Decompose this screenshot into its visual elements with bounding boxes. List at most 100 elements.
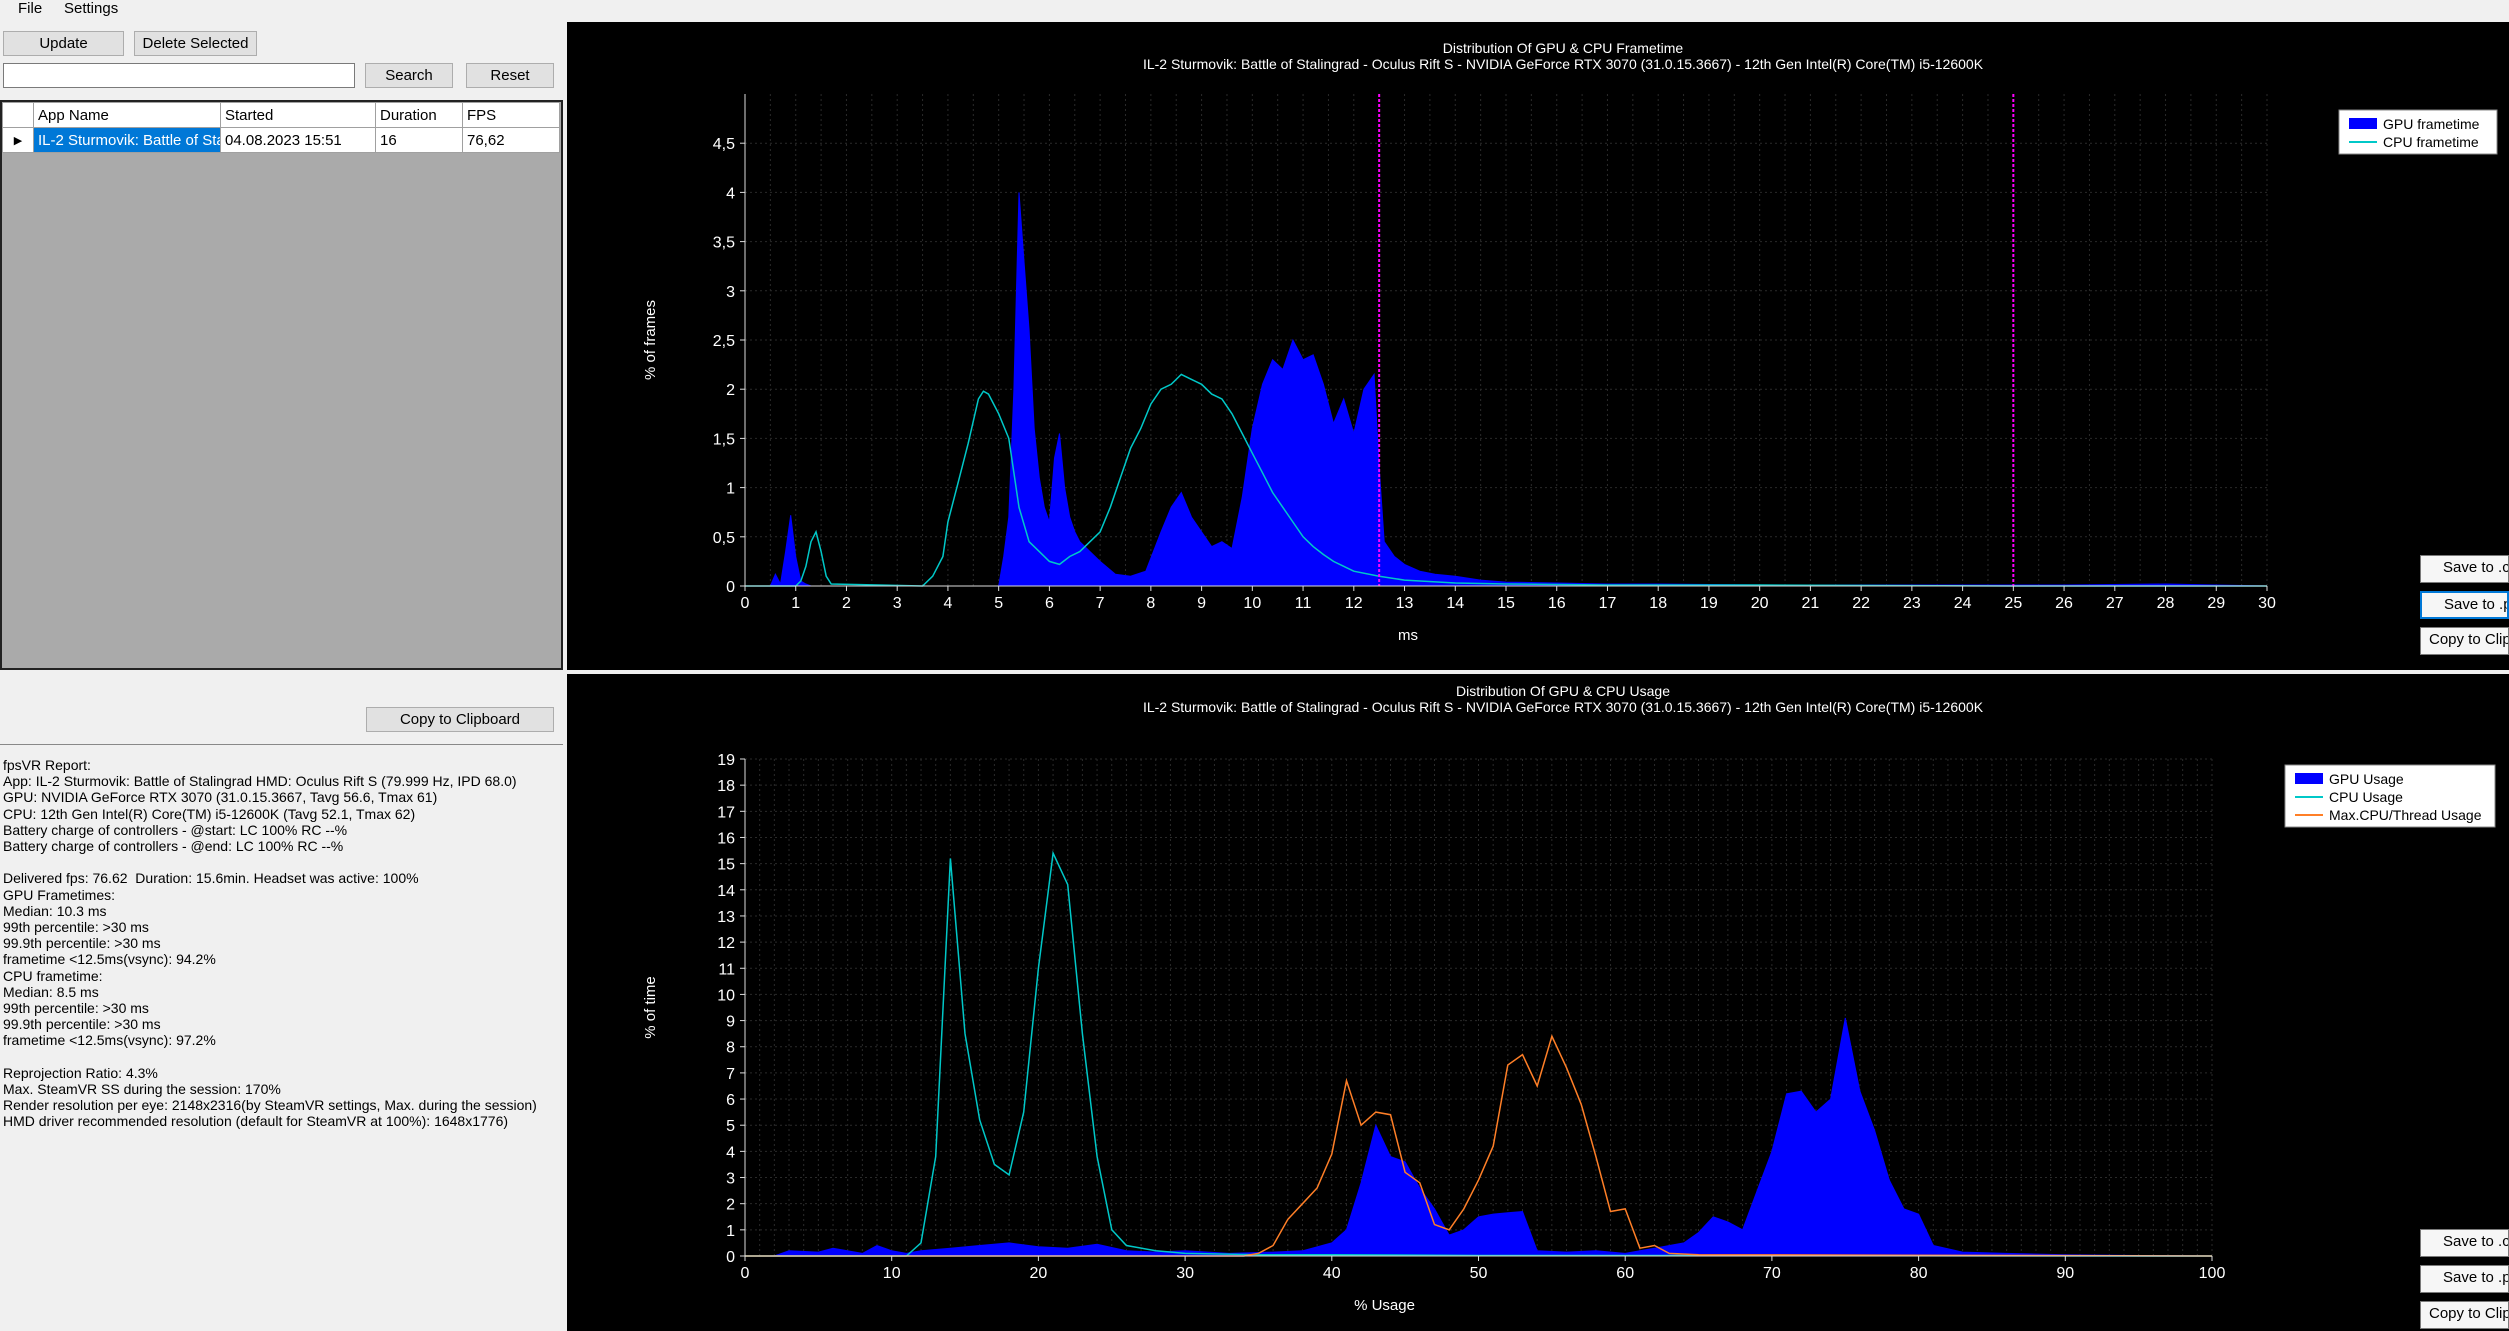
report-line: frametime <12.5ms(vsync): 97.2%	[3, 1032, 216, 1049]
report-line: Median: 10.3 ms	[3, 902, 107, 919]
series-line-2	[745, 1034, 2213, 1257]
report-line: frametime <12.5ms(vsync): 94.2%	[3, 951, 216, 968]
menu-bar: File Settings	[0, 0, 2509, 20]
x-tick-label: 80	[1910, 1265, 1928, 1282]
cell-duration[interactable]: 16	[375, 127, 463, 153]
usage-copy-clipboard-button[interactable]: Copy to Clipboard	[2420, 1301, 2509, 1329]
y-tick-label: 3,5	[713, 235, 735, 252]
report-line: GPU Frametimes:	[3, 886, 116, 903]
frametime-chart-panel: Distribution Of GPU & CPU Frametime IL-2 …	[567, 22, 2509, 670]
report-text[interactable]: fpsVR Report: App: IL-2 Sturmovik: Battle…	[0, 744, 563, 1331]
report-line: GPU: NVIDIA GeForce RTX 3070 (31.0.15.36…	[3, 789, 438, 806]
menu-file[interactable]: File	[18, 0, 43, 17]
legend-entry: Max.CPU/Thread Usage	[2329, 807, 2482, 823]
report-line: Battery charge of controllers - @end: LC…	[3, 838, 344, 854]
cell-fps[interactable]: 76,62	[462, 127, 560, 153]
legend-entry: GPU Usage	[2329, 771, 2404, 787]
x-tick-label: 0	[741, 595, 750, 612]
y-tick-label: 4	[726, 1144, 735, 1161]
y-tick-label: 0	[726, 1249, 735, 1266]
sessions-table: App Name Started Duration FPS ▶ IL-2 Stu…	[2, 102, 560, 153]
series-area-0	[745, 192, 2268, 587]
x-tick-label: 28	[2157, 595, 2175, 612]
column-header-duration[interactable]: Duration	[375, 102, 463, 128]
report-line: App: IL-2 Sturmovik: Battle of Stalingra…	[3, 773, 517, 790]
x-tick-label: 29	[2207, 595, 2225, 612]
usage-save-png-button[interactable]: Save to .png	[2420, 1265, 2509, 1293]
x-tick-label: 1	[791, 595, 800, 612]
x-tick-label: 7	[1096, 595, 1105, 612]
menu-settings[interactable]: Settings	[64, 0, 119, 17]
table-row[interactable]: ▶ IL-2 Sturmovik: Battle of Sta... 04.08…	[2, 127, 560, 153]
y-tick-label: 2	[726, 1197, 735, 1214]
frametime-save-png-button[interactable]: Save to .png	[2420, 591, 2509, 619]
x-tick-label: 40	[1323, 1265, 1341, 1282]
x-tick-label: 12	[1345, 595, 1363, 612]
x-tick-label: 13	[1396, 595, 1414, 612]
y-tick-label: 10	[717, 987, 735, 1004]
usage-save-csv-button[interactable]: Save to .csv	[2420, 1229, 2509, 1257]
y-tick-label: 3	[726, 1171, 735, 1188]
y-axis-label: % of time	[642, 976, 659, 1039]
copy-report-button[interactable]: Copy to Clipboard	[366, 707, 554, 732]
y-tick-label: 11	[718, 961, 735, 978]
frametime-save-csv-button[interactable]: Save to .csv	[2420, 555, 2509, 583]
cell-app-name[interactable]: IL-2 Sturmovik: Battle of Sta...	[33, 127, 221, 153]
x-tick-label: 60	[1616, 1265, 1634, 1282]
column-header-app-name[interactable]: App Name	[33, 102, 221, 128]
x-tick-label: 10	[883, 1265, 901, 1282]
x-tick-label: 9	[1197, 595, 1206, 612]
report-line: 99th percentile: >30 ms	[3, 919, 149, 935]
y-tick-label: 4,5	[713, 136, 735, 153]
search-input[interactable]	[3, 63, 355, 88]
y-tick-label: 12	[717, 935, 735, 952]
report-line: fpsVR Report:	[3, 757, 91, 773]
y-tick-label: 6	[726, 1092, 735, 1109]
y-tick-label: 5	[726, 1118, 735, 1135]
y-tick-label: 1	[726, 1223, 735, 1240]
frametime-chart: Distribution Of GPU & CPU FrametimeIL-2 …	[642, 40, 2498, 644]
y-axis-label: % of frames	[642, 300, 659, 380]
legend-swatch	[2349, 118, 2377, 129]
report-line: Delivered fps: 76.62 Duration: 15.6min. …	[3, 870, 419, 887]
report-line: Max. SteamVR SS during the session: 170%	[3, 1081, 281, 1097]
x-tick-label: 90	[2056, 1265, 2074, 1282]
y-tick-label: 0	[726, 579, 735, 596]
y-tick-label: 15	[717, 857, 735, 874]
y-tick-label: 14	[717, 883, 735, 900]
x-tick-label: 16	[1548, 595, 1566, 612]
y-tick-label: 19	[717, 752, 735, 769]
column-header-fps[interactable]: FPS	[462, 102, 560, 128]
cell-started[interactable]: 04.08.2023 15:51	[220, 127, 376, 153]
report-line: HMD driver recommended resolution (defau…	[3, 1113, 509, 1130]
report-line: CPU: 12th Gen Intel(R) Core(TM) i5-12600…	[3, 805, 416, 822]
x-tick-label: 23	[1903, 595, 1921, 612]
x-tick-label: 30	[1176, 1265, 1194, 1282]
usage-chart-panel: Distribution Of GPU & CPU Usage IL-2 Stur…	[567, 674, 2509, 1331]
x-tick-label: 14	[1446, 595, 1464, 612]
update-button[interactable]: Update	[3, 31, 124, 56]
reset-button[interactable]: Reset	[466, 63, 554, 88]
x-tick-label: 10	[1243, 595, 1261, 612]
x-axis-label: % Usage	[1354, 1297, 1415, 1314]
chart-title: Distribution Of GPU & CPU Usage	[1456, 683, 1670, 699]
x-tick-label: 25	[2004, 595, 2022, 612]
search-button[interactable]: Search	[365, 63, 453, 88]
y-tick-label: 4	[726, 185, 735, 202]
delete-selected-button[interactable]: Delete Selected	[134, 31, 257, 56]
row-selector-arrow-icon[interactable]: ▶	[2, 127, 34, 153]
x-tick-label: 4	[943, 595, 952, 612]
column-header-started[interactable]: Started	[220, 102, 376, 128]
x-tick-label: 70	[1763, 1265, 1781, 1282]
x-tick-label: 20	[1030, 1265, 1048, 1282]
report-line: 99.9th percentile: >30 ms	[3, 935, 161, 952]
x-tick-label: 50	[1470, 1265, 1488, 1282]
report-line: Render resolution per eye: 2148x2316(by …	[3, 1097, 537, 1114]
y-tick-label: 1,5	[713, 431, 735, 448]
sessions-grid[interactable]: App Name Started Duration FPS ▶ IL-2 Stu…	[0, 100, 563, 670]
x-tick-label: 20	[1751, 595, 1769, 612]
table-header-row: App Name Started Duration FPS	[2, 102, 560, 128]
x-tick-label: 2	[842, 595, 851, 612]
frametime-copy-clipboard-button[interactable]: Copy to Clipboard	[2420, 627, 2509, 655]
x-tick-label: 6	[1045, 595, 1054, 612]
